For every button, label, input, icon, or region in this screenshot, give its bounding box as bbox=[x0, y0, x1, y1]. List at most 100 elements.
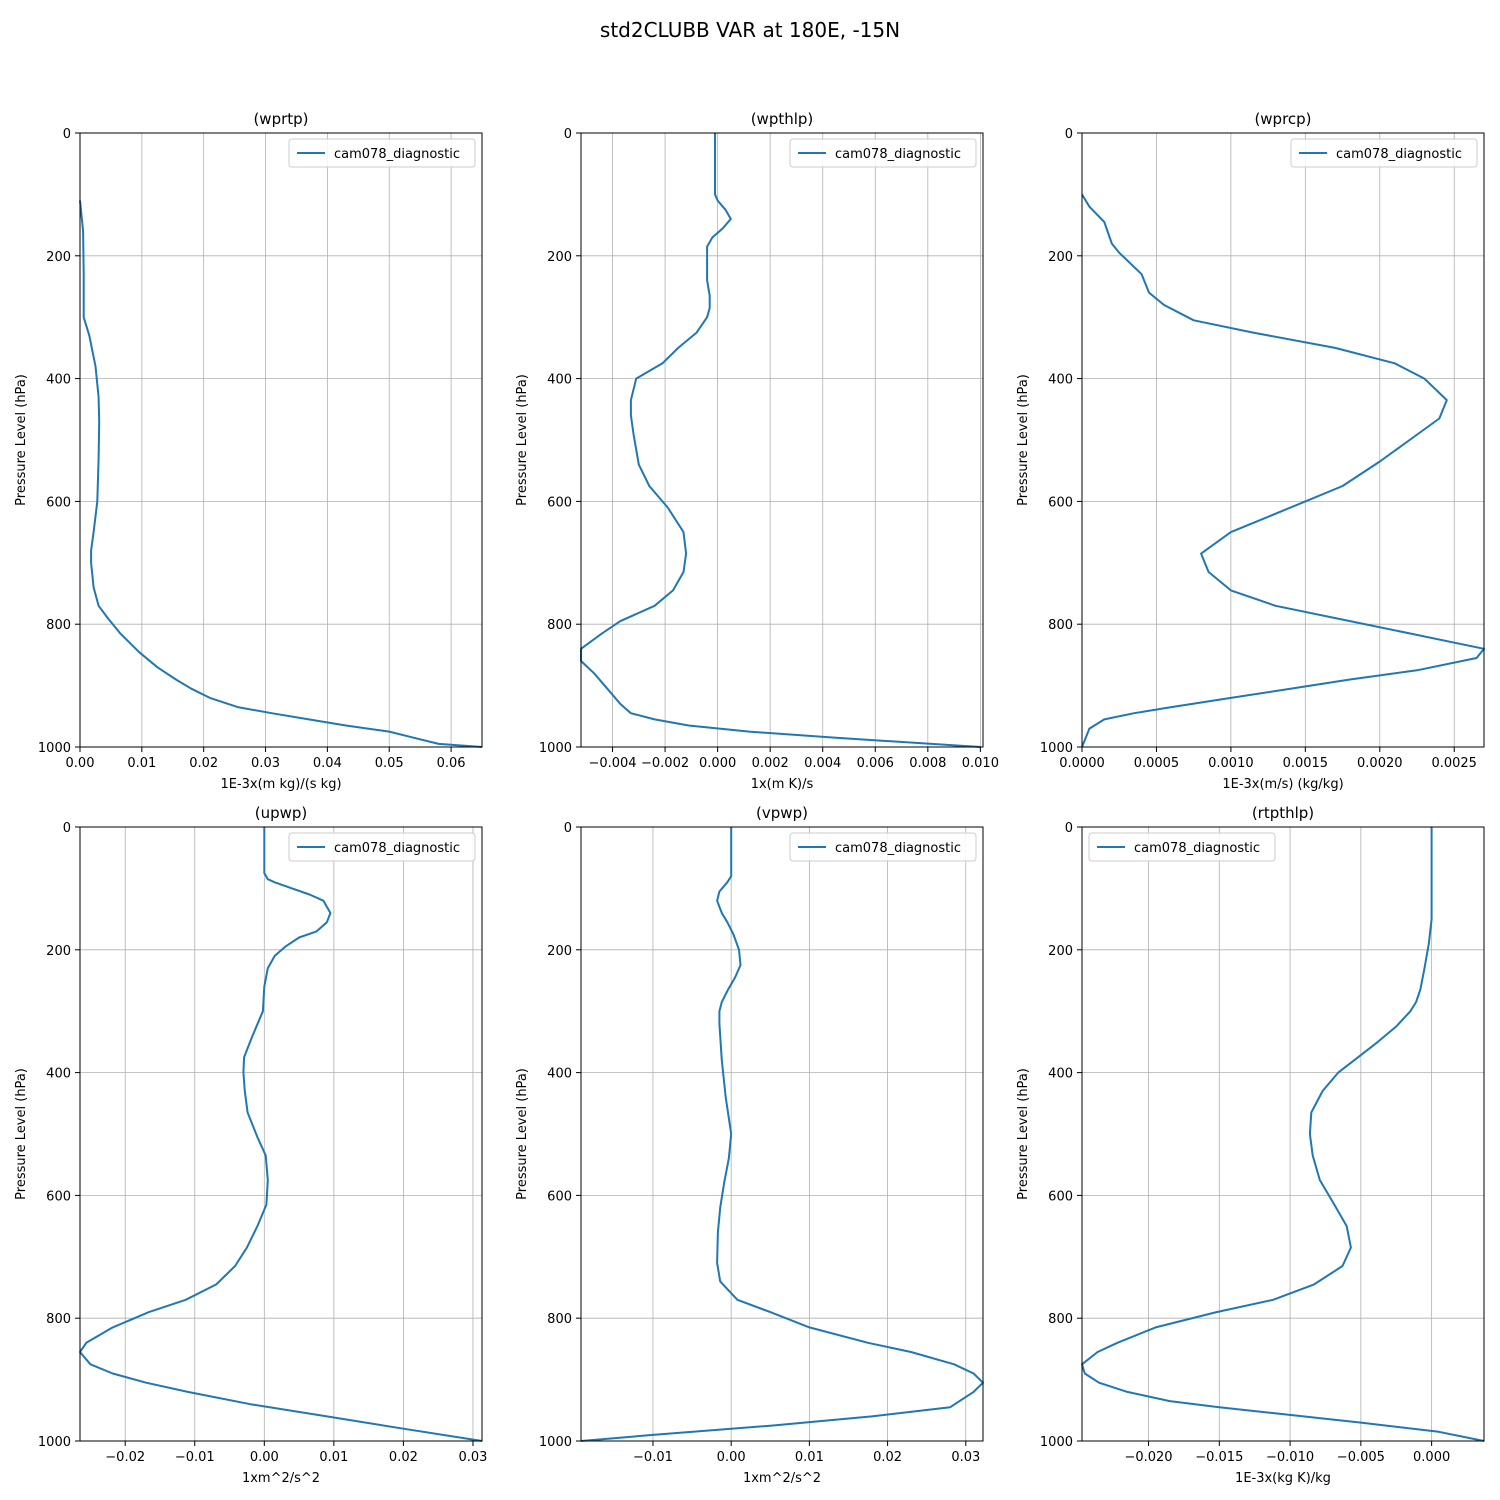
y-tick-label: 400 bbox=[547, 373, 572, 388]
x-tick-label: 0.05 bbox=[375, 756, 404, 771]
x-axis-label: 1E-3x(m kg)/(s kg) bbox=[220, 777, 341, 792]
y-tick-label: 1000 bbox=[1040, 741, 1073, 756]
x-tick-label: 0.01 bbox=[127, 756, 156, 771]
legend-box bbox=[1088, 832, 1276, 862]
y-tick-label: 400 bbox=[1048, 1067, 1073, 1082]
x-tick-label: −0.01 bbox=[633, 1450, 673, 1465]
subplot-upwp: −0.02 −0.01 0.00 0.01 0.02 0.03 0 200 400 600 800 1… bbox=[14, 804, 487, 1486]
subplot-title: (vpwp) bbox=[756, 804, 808, 822]
y-tick-label: 800 bbox=[46, 1312, 71, 1327]
x-tick-label: 0.04 bbox=[313, 756, 342, 771]
y-tick-label: 1000 bbox=[38, 741, 71, 756]
y-tick-label: 400 bbox=[46, 1067, 71, 1082]
x-tick-label: 0.03 bbox=[251, 756, 280, 771]
x-tick-label: −0.005 bbox=[1337, 1450, 1385, 1465]
legend-label: cam078_diagnostic bbox=[1336, 147, 1462, 162]
legend: cam078_diagnostic bbox=[1290, 138, 1478, 168]
subplot-wpthlp: −0.004 −0.002 0.000 0.002 0.004 0.006 0.008 0.0… bbox=[515, 110, 999, 792]
subplot-title: (upwp) bbox=[255, 804, 308, 822]
x-tick-label: 0.02 bbox=[189, 756, 218, 771]
y-tick-label: 800 bbox=[46, 618, 71, 633]
axes-frame bbox=[580, 826, 984, 1442]
legend-box bbox=[288, 138, 476, 168]
legend-box bbox=[789, 138, 977, 168]
y-tick-label: 1000 bbox=[38, 1435, 71, 1450]
axes-frame bbox=[1081, 132, 1485, 748]
y-tick-label: 200 bbox=[46, 250, 71, 265]
legend-box bbox=[789, 832, 977, 862]
series-line bbox=[79, 827, 483, 1442]
y-axis-label: Pressure Level (hPa) bbox=[14, 1068, 29, 1200]
legend: cam078_diagnostic bbox=[288, 832, 476, 862]
x-tick-label: 0.06 bbox=[437, 756, 466, 771]
y-tick-label: 0 bbox=[1065, 821, 1073, 836]
x-tick-label: 0.000 bbox=[699, 756, 736, 771]
series-line bbox=[580, 133, 981, 748]
x-tick-label: −0.004 bbox=[588, 756, 636, 771]
axes-frame bbox=[79, 132, 483, 748]
x-tick-label: 0.03 bbox=[951, 1450, 980, 1465]
y-axis-label: Pressure Level (hPa) bbox=[14, 374, 29, 506]
y-tick-label: 1000 bbox=[539, 1435, 572, 1450]
y-axis-label: Pressure Level (hPa) bbox=[1016, 1068, 1031, 1200]
x-tick-label: 0.00 bbox=[250, 1450, 279, 1465]
x-tick-label: 0.01 bbox=[795, 1450, 824, 1465]
x-tick-label: 0.00 bbox=[66, 756, 95, 771]
x-tick-label: 0.00 bbox=[717, 1450, 746, 1465]
y-tick-label: 200 bbox=[547, 250, 572, 265]
subplot-title: (wprcp) bbox=[1254, 110, 1311, 128]
y-tick-label: 0 bbox=[564, 127, 572, 142]
series-line bbox=[1081, 827, 1485, 1442]
subplot-wprtp: 0.00 0.01 0.02 0.03 0.04 0.05 0.06 0 200 400 600 80… bbox=[14, 110, 483, 792]
subplot-title: (wpthlp) bbox=[751, 110, 814, 128]
y-tick-label: 400 bbox=[1048, 373, 1073, 388]
x-tick-label: 0.004 bbox=[804, 756, 841, 771]
x-tick-label: 0.02 bbox=[873, 1450, 902, 1465]
y-tick-label: 800 bbox=[1048, 618, 1073, 633]
y-tick-label: 800 bbox=[547, 1312, 572, 1327]
y-tick-label: 0 bbox=[1065, 127, 1073, 142]
x-tick-label: 0.0020 bbox=[1357, 756, 1403, 771]
y-tick-label: 600 bbox=[1048, 495, 1073, 510]
y-tick-label: 800 bbox=[1048, 1312, 1073, 1327]
subplot-title: (rtpthlp) bbox=[1252, 804, 1314, 822]
legend-label: cam078_diagnostic bbox=[835, 841, 961, 856]
y-tick-label: 600 bbox=[46, 495, 71, 510]
axes-frame bbox=[1081, 826, 1485, 1442]
x-tick-label: −0.01 bbox=[175, 1450, 215, 1465]
legend-label: cam078_diagnostic bbox=[334, 147, 460, 162]
y-tick-label: 200 bbox=[46, 944, 71, 959]
figure-title: std2CLUBB VAR at 180E, -15N bbox=[600, 18, 900, 42]
x-tick-label: 0.008 bbox=[909, 756, 946, 771]
x-tick-label: 0.000 bbox=[1413, 1450, 1450, 1465]
x-tick-label: 0.006 bbox=[857, 756, 894, 771]
legend-label: cam078_diagnostic bbox=[835, 147, 961, 162]
legend: cam078_diagnostic bbox=[789, 832, 977, 862]
y-tick-label: 400 bbox=[547, 1067, 572, 1082]
x-tick-label: 0.0015 bbox=[1283, 756, 1329, 771]
subplot-title: (wprtp) bbox=[253, 110, 308, 128]
y-tick-label: 400 bbox=[46, 373, 71, 388]
x-tick-label: 0.0005 bbox=[1134, 756, 1180, 771]
subplots-grid: 0.00 0.01 0.02 0.03 0.04 0.05 0.06 0 200 400 600 80… bbox=[14, 110, 1485, 1486]
subplot-vpwp: −0.01 0.00 0.01 0.02 0.03 0 200 400 600 800 1000 (v… bbox=[515, 804, 984, 1486]
x-tick-label: −0.015 bbox=[1195, 1450, 1243, 1465]
y-tick-label: 200 bbox=[1048, 250, 1073, 265]
x-tick-label: 0.0000 bbox=[1059, 756, 1105, 771]
axes-frame bbox=[79, 826, 483, 1442]
y-tick-label: 200 bbox=[547, 944, 572, 959]
x-axis-label: 1E-3x(m/s) (kg/kg) bbox=[1222, 777, 1343, 792]
series-line bbox=[580, 827, 984, 1442]
x-axis-label: 1xm^2/s^2 bbox=[743, 1471, 821, 1486]
y-tick-label: 0 bbox=[564, 821, 572, 836]
y-tick-label: 600 bbox=[547, 495, 572, 510]
y-tick-label: 600 bbox=[547, 1189, 572, 1204]
x-tick-label: −0.010 bbox=[1266, 1450, 1314, 1465]
x-tick-label: 0.002 bbox=[752, 756, 789, 771]
x-axis-label: 1x(m K)/s bbox=[751, 777, 814, 792]
x-tick-label: −0.02 bbox=[105, 1450, 145, 1465]
y-tick-label: 0 bbox=[63, 127, 71, 142]
y-tick-label: 600 bbox=[46, 1189, 71, 1204]
